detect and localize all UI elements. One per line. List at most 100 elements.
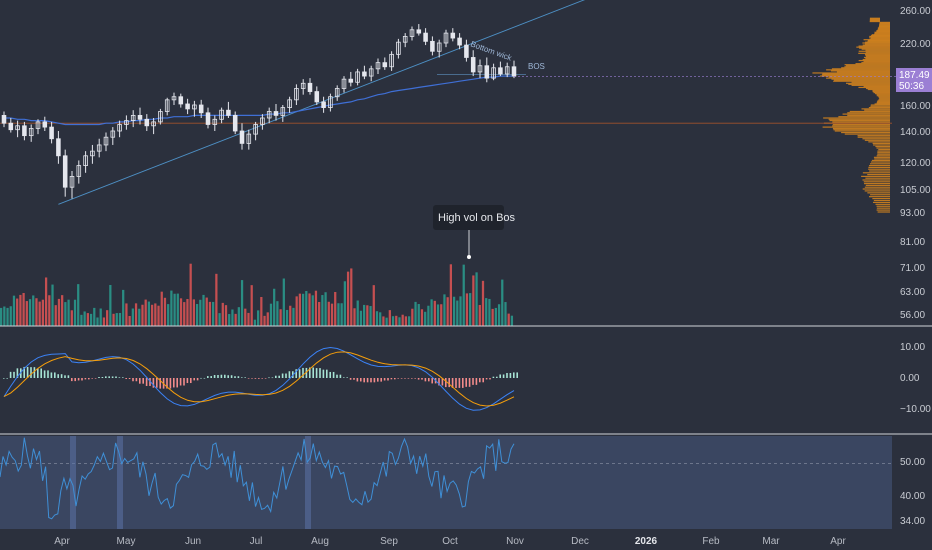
volume-bar <box>366 305 369 326</box>
macd-panel[interactable] <box>3 346 518 411</box>
volume-profile-bar <box>858 50 890 52</box>
macd-histogram-bar <box>193 378 195 381</box>
volume-bar <box>391 316 395 326</box>
volume-bar <box>147 301 151 326</box>
macd-histogram-bar <box>458 378 461 388</box>
macd-histogram-bar <box>404 378 406 379</box>
volume-profile-bar <box>868 196 890 198</box>
volume-bar <box>212 301 215 326</box>
volume-bar <box>359 310 363 326</box>
high-vol-callout[interactable]: High vol on Bos <box>433 205 516 259</box>
volume-profile-bar <box>812 72 890 74</box>
volume-profile-bar <box>867 192 890 194</box>
volume-profile-bar <box>841 131 890 134</box>
volume-profile-bar <box>873 156 890 158</box>
volume-profile-bar <box>865 177 890 179</box>
volume-profile-bar <box>855 63 890 65</box>
volume-bar <box>510 315 514 326</box>
volume-profile-bar <box>869 163 890 165</box>
time-axis[interactable]: Apr May Jun Jul Aug Sep Oct Nov Dec 2026 Feb Mar Apr <box>54 536 846 547</box>
macd-histogram-bar <box>326 369 328 378</box>
candle-body <box>144 118 150 127</box>
macd-histogram-bar <box>176 378 178 388</box>
volume-profile-bar <box>879 98 890 100</box>
volume-bar <box>54 305 57 326</box>
volume-profile-bar <box>819 75 890 77</box>
volume-bar <box>99 308 102 326</box>
volume-profile-bar <box>830 70 890 72</box>
volume-profile-bar <box>838 116 890 118</box>
volume-bar <box>89 313 93 326</box>
volume-bar <box>32 295 35 326</box>
volume-bar <box>12 295 16 326</box>
candle-body <box>219 109 224 120</box>
rsi-highlight <box>305 436 311 529</box>
candle-body <box>396 41 401 55</box>
macd-histogram-bar <box>506 373 508 378</box>
macd-histogram-bar <box>295 369 297 378</box>
volume-bar <box>115 313 118 326</box>
macd-histogram-bar <box>349 378 352 380</box>
macd-histogram-bar <box>472 378 474 385</box>
volume-profile-bar <box>862 179 890 181</box>
volume-bar <box>478 304 481 326</box>
price-panel[interactable] <box>0 0 896 213</box>
candle-body <box>205 112 211 125</box>
macd-histogram-bar <box>227 375 229 378</box>
time-axis-label: Mar <box>762 536 780 547</box>
volume-bar <box>504 302 507 326</box>
volume-bar <box>64 302 67 326</box>
volume-bar <box>337 303 340 326</box>
macd-histogram-bar <box>81 378 83 381</box>
volume-profile-bar <box>871 34 890 37</box>
volume-panel[interactable] <box>0 263 514 326</box>
volume-profile-bar <box>864 43 890 45</box>
candle-body <box>382 62 388 68</box>
volume-bar <box>327 301 330 326</box>
volume-bar <box>109 284 112 326</box>
volume-profile-bar <box>847 112 890 114</box>
candle-body <box>321 101 326 109</box>
volume-profile-bar <box>862 172 890 174</box>
macd-histogram-bar <box>234 376 236 378</box>
volume-bar <box>353 308 356 326</box>
volume-tick-81: 81.00 <box>900 237 925 248</box>
macd-histogram-bar <box>370 378 372 383</box>
volume-profile-bar <box>877 100 890 102</box>
macd-histogram-bar <box>169 378 172 389</box>
volume-profile-bar <box>836 71 890 73</box>
candle-body <box>28 127 34 137</box>
volume-profile-bar <box>861 48 890 50</box>
volume-bar <box>308 293 311 326</box>
volume-profile-bar <box>878 26 890 28</box>
volume-profile-bar <box>869 165 890 167</box>
volume-bar <box>138 308 141 326</box>
macd-histogram-bar <box>50 372 53 378</box>
candle-body <box>239 130 245 144</box>
volume-bar <box>269 303 273 326</box>
volume-profile-bar <box>867 40 890 42</box>
macd-histogram-bar <box>343 377 345 379</box>
candle-body <box>348 78 354 83</box>
volume-profile-bar <box>869 36 890 38</box>
macd-histogram-bar <box>407 378 410 379</box>
rsi-tick-34: 34.00 <box>900 516 925 527</box>
rsi-tick-40: 40.00 <box>900 491 925 502</box>
macd-histogram-bar <box>353 378 355 380</box>
volume-bar <box>179 298 183 326</box>
volume-profile-bar <box>858 59 890 62</box>
volume-profile-bar <box>833 80 890 82</box>
volume-profile-bar <box>864 186 890 188</box>
macd-histogram-bar <box>230 375 233 378</box>
macd-histogram-bar <box>111 376 114 378</box>
rsi-panel[interactable] <box>0 436 892 529</box>
volume-profile-bar <box>873 199 890 202</box>
candle-body <box>409 29 415 37</box>
volume-bar <box>407 316 411 326</box>
macd-histogram-bar <box>499 374 501 378</box>
volume-profile-bar <box>877 152 890 154</box>
macd-histogram-bar <box>115 376 117 378</box>
volume-bar <box>234 313 237 326</box>
volume-profile-bar <box>875 93 890 95</box>
